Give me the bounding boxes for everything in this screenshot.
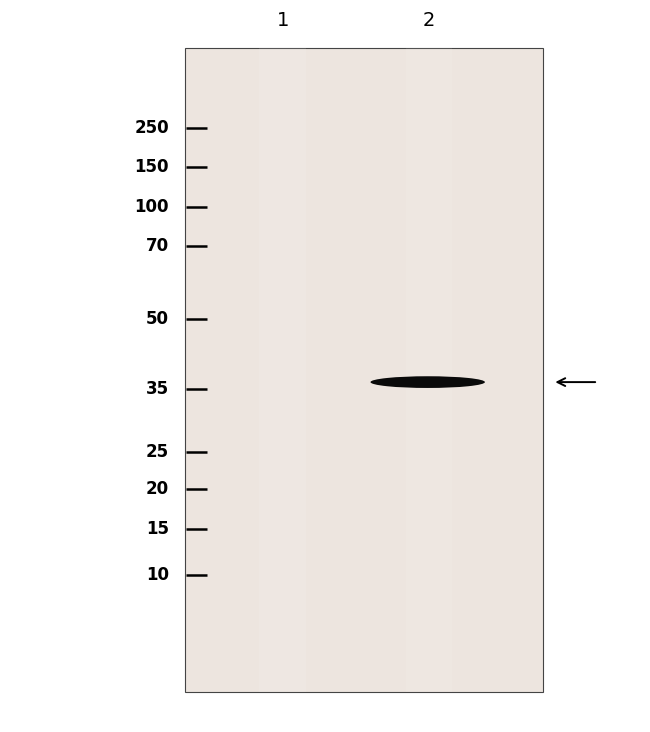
Text: 1: 1 — [276, 11, 289, 30]
Text: 50: 50 — [146, 310, 169, 329]
Text: 70: 70 — [146, 237, 169, 255]
Text: 15: 15 — [146, 520, 169, 539]
Bar — [259, 48, 306, 692]
Text: 100: 100 — [135, 198, 169, 217]
Bar — [406, 48, 452, 692]
Text: 35: 35 — [146, 380, 169, 398]
Text: 150: 150 — [135, 158, 169, 176]
Text: 2: 2 — [422, 11, 436, 30]
Text: 25: 25 — [146, 443, 169, 461]
Text: 10: 10 — [146, 566, 169, 583]
Text: 250: 250 — [135, 119, 169, 137]
Text: 20: 20 — [146, 480, 169, 498]
Ellipse shape — [370, 376, 485, 388]
Bar — [185, 48, 543, 692]
